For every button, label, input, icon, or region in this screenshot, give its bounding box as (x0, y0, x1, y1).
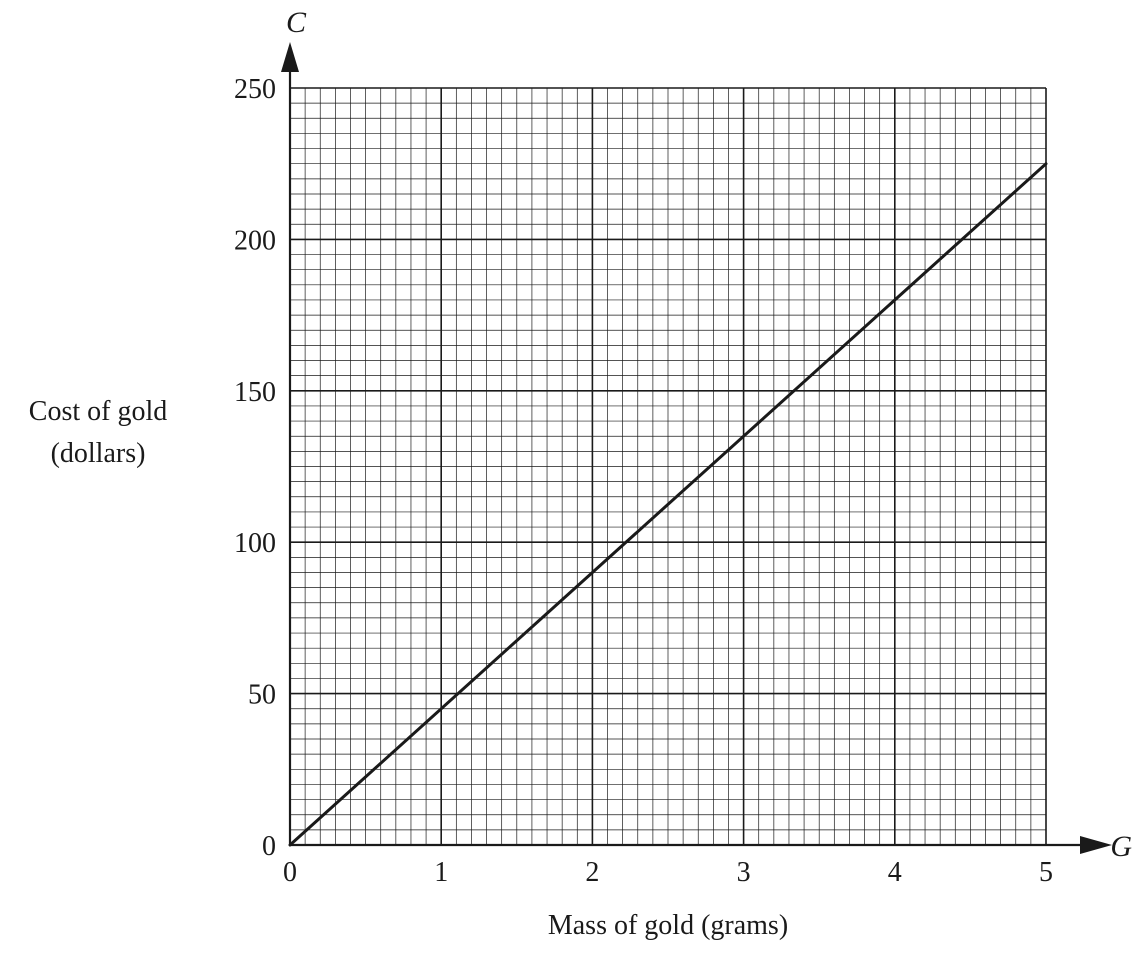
x-tick-label: 1 (434, 857, 448, 888)
x-tick-label: 5 (1039, 857, 1053, 888)
y-axis-variable: C (286, 6, 307, 39)
x-axis-title: Mass of gold (grams) (548, 910, 788, 941)
x-tick-label: 2 (585, 857, 599, 888)
y-tick-label: 200 (234, 225, 276, 256)
x-axis-arrow-icon (1080, 836, 1112, 854)
y-tick-label: 250 (234, 74, 276, 105)
y-tick-label: 100 (234, 528, 276, 559)
y-tick-label: 150 (234, 377, 276, 408)
y-tick-label: 0 (262, 831, 276, 862)
y-axis-title-line: Cost of gold (29, 396, 167, 427)
x-tick-label: 3 (737, 857, 751, 888)
y-tick-label: 50 (248, 680, 276, 711)
x-tick-label: 4 (888, 857, 902, 888)
series-line (288, 162, 1048, 847)
y-axis-arrow-icon (281, 42, 299, 72)
x-tick-label: 0 (283, 857, 297, 888)
y-axis-title-line: (dollars) (51, 438, 146, 469)
axes (281, 42, 1112, 854)
series-layer (288, 162, 1048, 847)
grid (289, 87, 1047, 846)
x-axis-variable: G (1110, 830, 1132, 863)
